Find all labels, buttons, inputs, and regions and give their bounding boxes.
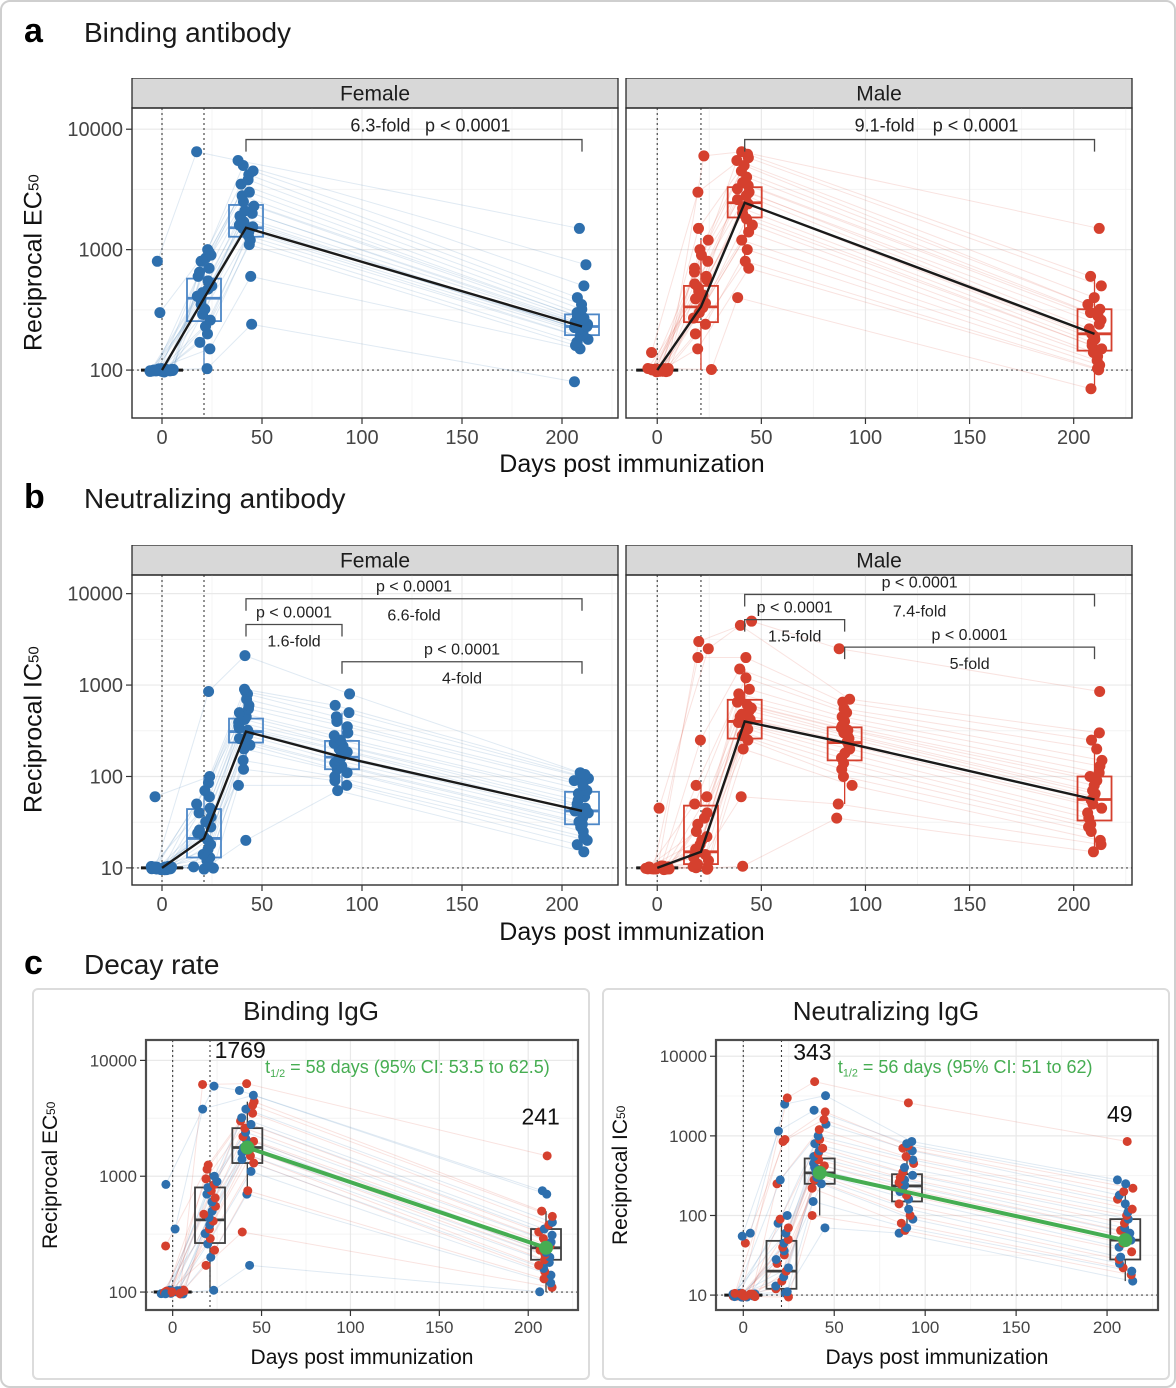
svg-text:50: 50 [252,1318,271,1337]
svg-text:100: 100 [90,360,123,382]
x-axis-label-b: Days post immunization [499,918,765,946]
svg-text:150: 150 [445,894,478,916]
svg-text:5-fold: 5-fold [950,656,990,673]
chart-neutralizing-female: Female p < 0.0001 6.6-fold p < 0.0001 1.6-fo… [58,544,622,923]
svg-text:100: 100 [90,766,123,788]
svg-text:10000: 10000 [67,119,123,141]
svg-text:100: 100 [336,1318,364,1337]
panel-title-a: Binding antibody [84,17,292,48]
svg-text:6.3-fold: 6.3-fold [350,116,410,136]
svg-text:150: 150 [445,427,478,449]
y-axis-label-c-neutralizing: Reciprocal IC 50 [609,1105,632,1245]
svg-text:50: 50 [251,427,273,449]
svg-text:p < 0.0001: p < 0.0001 [757,600,833,617]
chart-decay-neutralizing: 343 49 t1/2 = 56 days (95% CI: 51 to 62) 0 5… [652,1034,1162,1344]
svg-text:0: 0 [739,1318,748,1337]
svg-text:Male: Male [856,550,902,573]
svg-text:p < 0.0001: p < 0.0001 [882,574,958,591]
card-binding-igg: Binding IgG Reciprocal EC 50 1769 241 t1/2 … [32,988,590,1380]
svg-text:100: 100 [849,427,882,449]
y-axis-label-b: Reciprocal IC 50 [19,646,48,814]
svg-text:Male: Male [856,83,902,106]
panel-letter-c: c [24,944,43,982]
svg-text:200: 200 [545,894,578,916]
svg-text:200: 200 [1093,1318,1121,1337]
svg-text:100: 100 [345,427,378,449]
svg-text:50: 50 [825,1318,844,1337]
svg-text:100: 100 [109,1283,137,1302]
svg-text:0: 0 [168,1318,177,1337]
y-axis-label-a: Reciprocal EC 50 [19,174,48,352]
x-axis-label-a: Days post immunization [499,450,765,478]
panel-title-c: Decay rate [84,949,220,980]
svg-text:1000: 1000 [79,240,124,262]
svg-text:10000: 10000 [660,1047,707,1066]
svg-text:200: 200 [545,427,578,449]
svg-text:p < 0.0001: p < 0.0001 [932,627,1008,644]
svg-text:0: 0 [652,427,663,449]
svg-text:p < 0.0001: p < 0.0001 [424,642,500,659]
svg-text:50: 50 [750,894,772,916]
svg-text:100: 100 [911,1318,939,1337]
x-axis-label-c-neutralizing: Days post immunization [825,1346,1049,1369]
panel-title-b: Neutralizing antibody [84,483,346,514]
svg-text:100: 100 [849,894,882,916]
svg-text:0: 0 [156,894,167,916]
svg-text:1000: 1000 [99,1167,137,1186]
svg-text:50: 50 [251,894,273,916]
svg-text:4-fold: 4-fold [442,671,482,688]
chart-binding-female: Female 6.3-fold p < 0.0001 0 50 100 150 200 100 1… [58,77,622,456]
svg-text:7.4-fold: 7.4-fold [893,603,946,620]
svg-text:200: 200 [1057,427,1090,449]
svg-text:150: 150 [953,894,986,916]
svg-text:6.6-fold: 6.6-fold [387,608,440,625]
svg-text:0: 0 [156,427,167,449]
svg-text:1.6-fold: 1.6-fold [267,633,320,650]
svg-text:150: 150 [953,427,986,449]
svg-text:200: 200 [514,1318,542,1337]
chart-binding-male: Male 9.1-fold p < 0.0001 0 50 100 150 200 [624,77,1136,456]
svg-text:241: 241 [521,1103,559,1129]
svg-text:100: 100 [679,1206,707,1225]
svg-text:343: 343 [793,1039,831,1065]
svg-text:1000: 1000 [669,1127,707,1146]
svg-text:10000: 10000 [90,1051,137,1070]
svg-text:150: 150 [1002,1318,1030,1337]
svg-text:200: 200 [1057,894,1090,916]
svg-text:1769: 1769 [215,1037,266,1063]
svg-text:p < 0.0001: p < 0.0001 [256,604,332,621]
svg-text:Female: Female [340,83,410,106]
y-axis-label-c-binding: Reciprocal EC 50 [39,1101,62,1249]
svg-text:10000: 10000 [67,584,123,606]
svg-text:49: 49 [1107,1101,1133,1127]
card-title-neutralizing-igg: Neutralizing IgG [792,996,980,1026]
svg-text:p < 0.0001: p < 0.0001 [933,116,1019,136]
chart-neutralizing-male: Male p < 0.0001 7.4-fold p < 0.0001 1.5-fold… [624,544,1136,923]
svg-text:t1/2 = 56 days (95% CI: 51 to: t1/2 = 56 days (95% CI: 51 to 62) [838,1057,1093,1080]
svg-text:10: 10 [101,858,123,880]
svg-text:50: 50 [750,427,772,449]
svg-text:t1/2 = 58 days (95% CI: 53.5 t: t1/2 = 58 days (95% CI: 53.5 to 62.5) [265,1057,550,1080]
card-title-binding-igg: Binding IgG [243,996,379,1026]
panel-letter-a: a [24,12,43,50]
svg-text:10: 10 [688,1286,707,1305]
svg-text:100: 100 [345,894,378,916]
x-axis-label-c-binding: Days post immunization [250,1346,474,1369]
svg-text:Female: Female [340,550,410,573]
svg-text:1000: 1000 [79,675,124,697]
chart-decay-binding: 1769 241 t1/2 = 58 days (95% CI: 53.5 to 6… [82,1034,582,1344]
svg-text:0: 0 [652,894,663,916]
svg-text:150: 150 [425,1318,453,1337]
svg-text:9.1-fold: 9.1-fold [855,116,915,136]
svg-text:p < 0.0001: p < 0.0001 [425,116,511,136]
svg-text:p < 0.0001: p < 0.0001 [376,579,452,596]
panel-letter-b: b [24,478,45,516]
svg-text:1.5-fold: 1.5-fold [768,629,821,646]
card-neutralizing-igg: Neutralizing IgG Reciprocal IC 50 343 49 t1… [602,988,1170,1380]
